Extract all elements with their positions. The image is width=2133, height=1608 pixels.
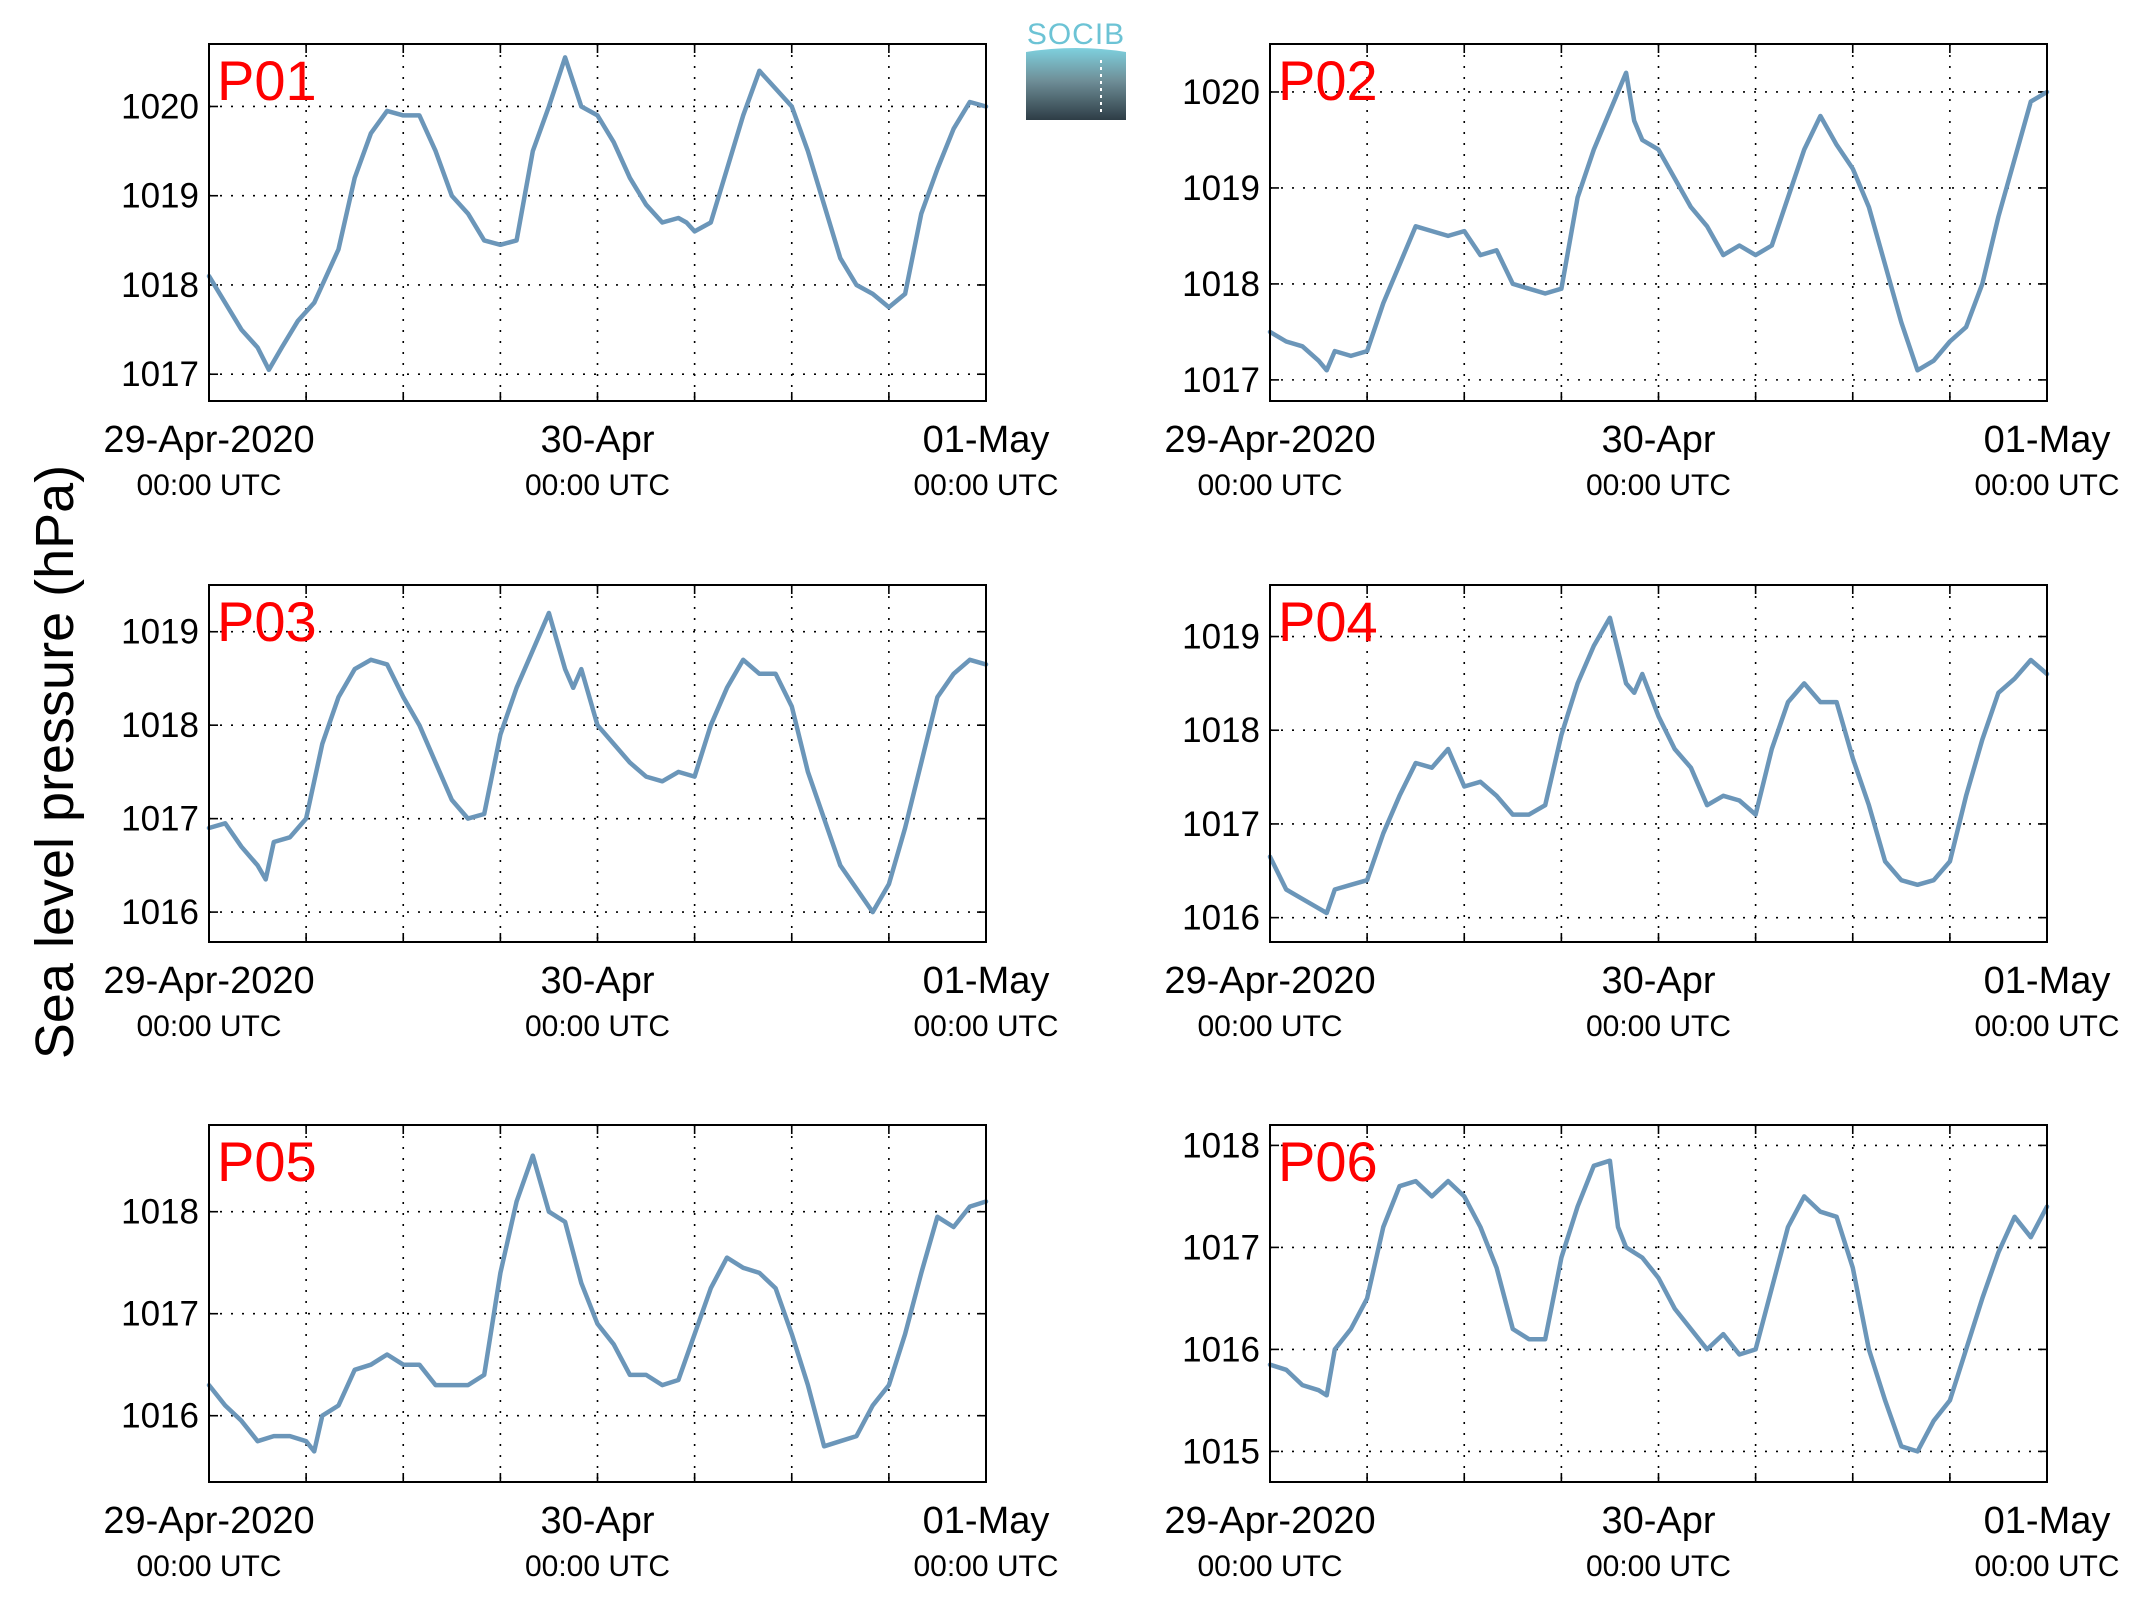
y-tick-label: 1019	[1182, 169, 1260, 208]
series-line-p02	[1267, 70, 2050, 373]
y-axis-label: Sea level pressure (hPa)	[25, 465, 85, 1059]
series-line-p04	[1267, 615, 2050, 916]
y-tick-label: 1017	[1182, 805, 1260, 844]
y-tick-label: 1017	[121, 800, 199, 839]
panel-p04: 1016 1017 1018 1019 P04 29-Apr-2020 00:00 UTC 3…	[1164, 584, 2120, 1043]
x-tick-sublabel: 00:00 UTC	[1586, 1010, 1731, 1043]
y-tick-label: 1017	[1182, 1228, 1260, 1267]
x-tick-sublabel: 00:00 UTC	[136, 469, 281, 502]
y-tick-label: 1018	[1182, 711, 1260, 750]
y-tick-label: 1017	[121, 1295, 199, 1334]
y-tick-label: 1017	[121, 355, 199, 394]
x-tick-sublabel: 00:00 UTC	[1586, 1550, 1731, 1583]
panel-label: P06	[1278, 1130, 1378, 1193]
y-tick-label: 1016	[1182, 899, 1260, 938]
x-tick-label: 30-Apr	[540, 1500, 654, 1542]
plot-frame	[208, 584, 987, 943]
x-tick-label: 29-Apr-2020	[1164, 419, 1375, 461]
x-tick-sublabel: 00:00 UTC	[913, 1010, 1058, 1043]
x-tick-sublabel: 00:00 UTC	[1197, 469, 1342, 502]
y-tick-label: 1019	[1182, 618, 1260, 657]
plot-frame	[1269, 1124, 2048, 1483]
x-tick-label: 29-Apr-2020	[103, 419, 314, 461]
panel-label: P04	[1278, 590, 1378, 653]
panel-label: P05	[217, 1130, 317, 1193]
y-tick-label: 1018	[121, 706, 199, 745]
panel-p02: 1017 1018 1019 1020 P02 29-Apr-2020 00:00 UTC 3…	[1164, 43, 2120, 502]
y-tick-label: 1016	[121, 893, 199, 932]
panel-label: P03	[217, 590, 317, 653]
panel-p03: 1016 1017 1018 1019 P03 29-Apr-2020 00:00 UTC 3…	[103, 584, 1059, 1043]
x-tick-sublabel: 00:00 UTC	[136, 1550, 281, 1583]
x-tick-label: 01-May	[923, 1500, 1050, 1542]
x-tick-label: 30-Apr	[540, 960, 654, 1002]
y-tick-label: 1020	[121, 87, 199, 126]
x-tick-label: 01-May	[1984, 960, 2111, 1002]
x-tick-sublabel: 00:00 UTC	[913, 1550, 1058, 1583]
y-tick-label: 1018	[1182, 265, 1260, 304]
x-tick-label: 30-Apr	[540, 419, 654, 461]
x-tick-sublabel: 00:00 UTC	[525, 469, 670, 502]
series-line-p01	[206, 55, 989, 373]
socib-logo: SOCIB	[1026, 18, 1126, 120]
x-tick-sublabel: 00:00 UTC	[1586, 469, 1731, 502]
y-tick-label: 1019	[121, 613, 199, 652]
x-tick-sublabel: 00:00 UTC	[1197, 1010, 1342, 1043]
x-tick-label: 29-Apr-2020	[103, 1500, 314, 1542]
x-tick-label: 01-May	[923, 960, 1050, 1002]
y-tick-label: 1017	[1182, 361, 1260, 400]
x-tick-label: 29-Apr-2020	[1164, 1500, 1375, 1542]
x-tick-label: 30-Apr	[1601, 1500, 1715, 1542]
plot-frame	[1269, 584, 2048, 943]
x-tick-sublabel: 00:00 UTC	[1974, 469, 2119, 502]
socib-logo-text: SOCIB	[1027, 18, 1125, 51]
series-line-p03	[206, 610, 989, 915]
y-tick-label: 1015	[1182, 1432, 1260, 1471]
x-tick-label: 01-May	[1984, 1500, 2111, 1542]
x-tick-sublabel: 00:00 UTC	[913, 469, 1058, 502]
x-tick-sublabel: 00:00 UTC	[525, 1010, 670, 1043]
plot-frame	[208, 43, 987, 402]
panel-p01: 1017 1018 1019 1020 P01 29-Apr-2020 00:00 UTC 3…	[103, 43, 1059, 502]
x-tick-sublabel: 00:00 UTC	[525, 1550, 670, 1583]
series-line-p06	[1267, 1158, 2050, 1454]
x-tick-sublabel: 00:00 UTC	[1974, 1550, 2119, 1583]
y-tick-label: 1018	[1182, 1126, 1260, 1165]
y-tick-label: 1016	[1182, 1330, 1260, 1369]
x-tick-label: 29-Apr-2020	[1164, 960, 1375, 1002]
x-tick-sublabel: 00:00 UTC	[136, 1010, 281, 1043]
x-tick-label: 29-Apr-2020	[103, 960, 314, 1002]
y-tick-label: 1020	[1182, 73, 1260, 112]
panel-p05: 1016 1017 1018 P05 29-Apr-2020 00:00 UTC 30-Ap…	[103, 1124, 1059, 1583]
x-tick-label: 01-May	[1984, 419, 2111, 461]
x-tick-sublabel: 00:00 UTC	[1197, 1550, 1342, 1583]
panel-label: P01	[217, 49, 317, 112]
panel-label: P02	[1278, 49, 1378, 112]
x-tick-label: 30-Apr	[1601, 960, 1715, 1002]
series-line-p05	[206, 1153, 989, 1454]
panel-p06: 1015 1016 1017 1018 P06 29-Apr-2020 00:00 UTC 3…	[1164, 1124, 2120, 1583]
y-tick-label: 1019	[121, 177, 199, 216]
panels-group: 1017 1018 1019 1020 P01 29-Apr-2020 00:00 UTC 3…	[103, 43, 2120, 1583]
y-tick-label: 1016	[121, 1397, 199, 1436]
x-tick-sublabel: 00:00 UTC	[1974, 1010, 2119, 1043]
x-tick-label: 30-Apr	[1601, 419, 1715, 461]
y-tick-label: 1018	[121, 266, 199, 305]
x-tick-label: 01-May	[923, 419, 1050, 461]
plot-frame	[208, 1124, 987, 1483]
plot-frame	[1269, 43, 2048, 402]
y-tick-label: 1018	[121, 1193, 199, 1232]
